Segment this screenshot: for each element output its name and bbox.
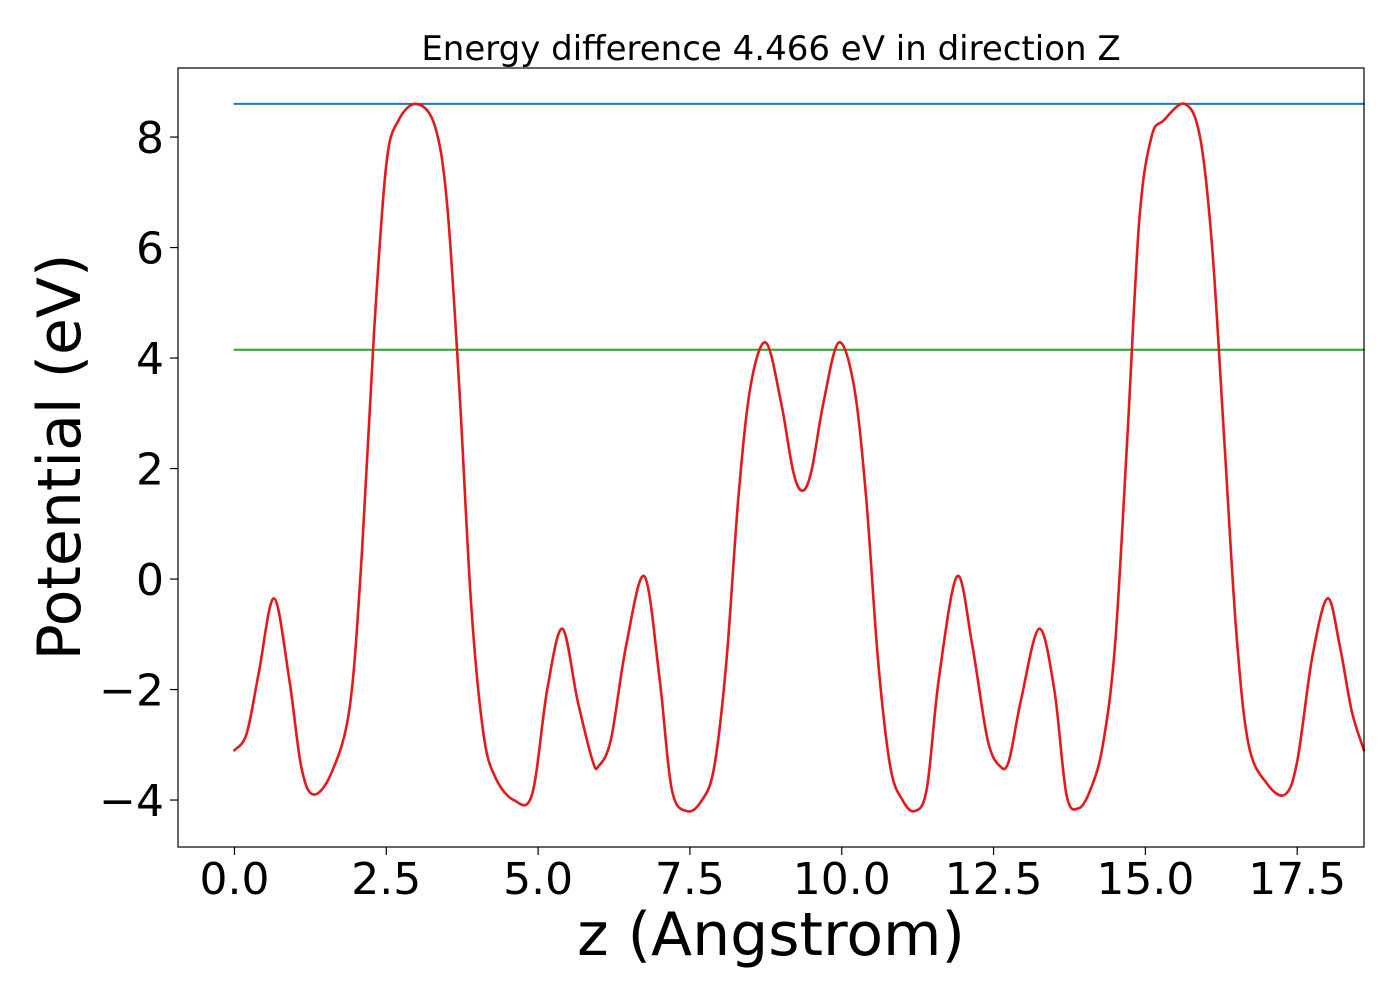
plot-area-frame (177, 67, 1365, 848)
x-tick-label: 15.0 (1096, 854, 1194, 905)
x-tick-label: 2.5 (351, 854, 421, 905)
y-axis: −4 −2 0 2 4 6 8 (99, 113, 178, 827)
y-tick-label: 4 (136, 334, 164, 385)
chart-title: Energy difference 4.466 eV in direction … (421, 29, 1120, 69)
x-tick-label: 12.5 (945, 854, 1043, 905)
x-axis: 0.0 2.5 5.0 7.5 10.0 12.5 15.0 17.5 (199, 847, 1346, 905)
y-tick-label: 0 (136, 555, 164, 606)
x-tick-label: 7.5 (655, 854, 725, 905)
x-tick-label: 17.5 (1248, 854, 1346, 905)
y-tick-label: 2 (136, 445, 164, 496)
x-tick-label: 5.0 (503, 854, 573, 905)
y-tick-label: 6 (136, 224, 164, 275)
y-tick-label: −4 (99, 776, 164, 827)
series-layer (233, 102, 1366, 813)
y-tick-label: −2 (99, 666, 164, 717)
y-axis-label: Potential (eV) (25, 254, 95, 661)
series-line-potential (233, 102, 1366, 813)
x-tick-label: 10.0 (793, 854, 891, 905)
x-tick-label: 0.0 (199, 854, 269, 905)
y-tick-label: 8 (136, 113, 164, 164)
x-axis-label: z (Angstrom) (577, 900, 965, 970)
